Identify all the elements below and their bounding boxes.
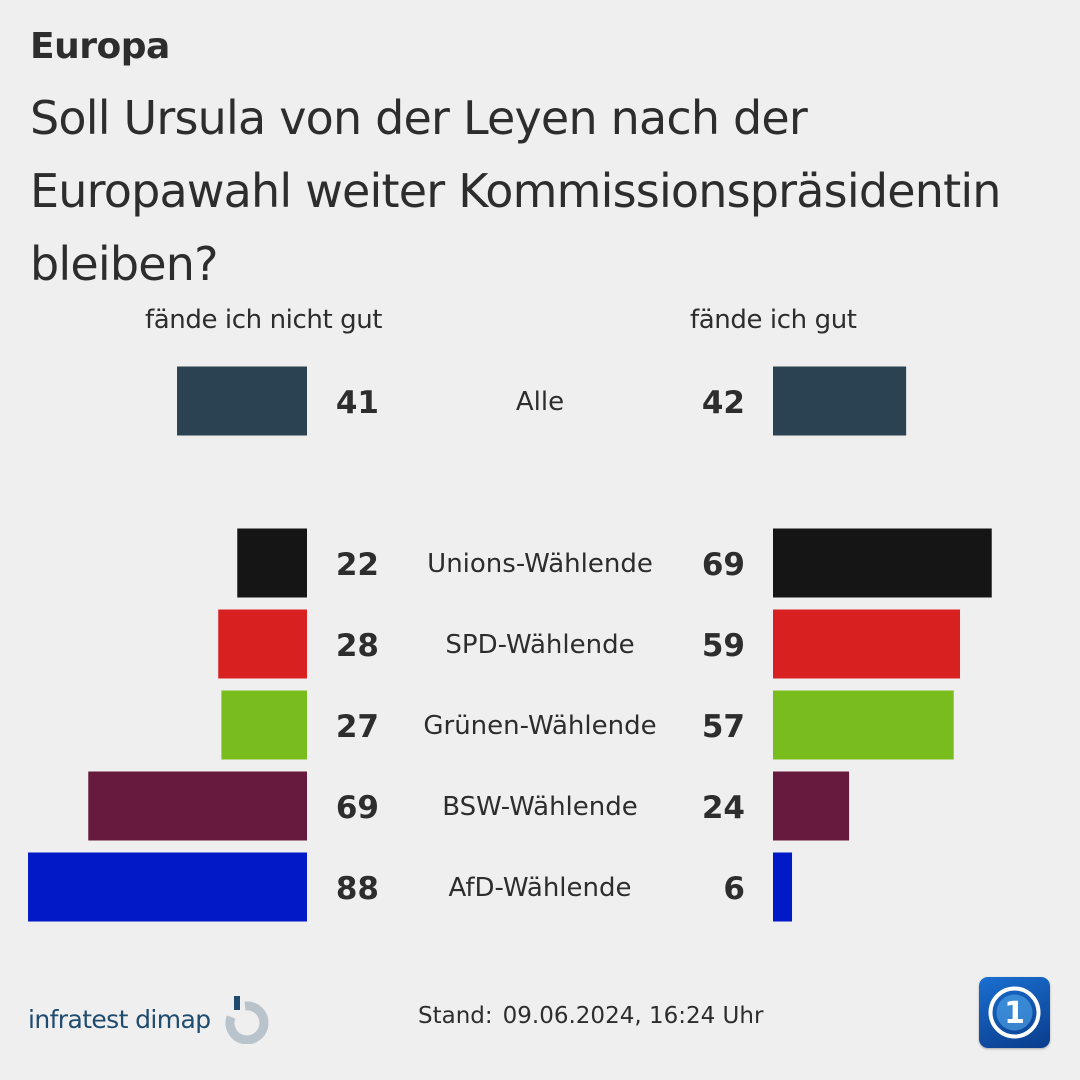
category-label: Grünen-Wählende <box>423 711 656 741</box>
bar-right <box>773 852 793 922</box>
diverging-bar-chart: 41 42 Alle 22 69 Unions-Wählende 28 59 SPD-Wähle… <box>28 366 992 922</box>
category-label: BSW-Wählende <box>442 792 638 822</box>
bar-left <box>218 609 307 679</box>
right-column-header: fände ich gut <box>690 305 857 335</box>
stand-label: Stand: <box>418 1003 493 1029</box>
value-label-left: 27 <box>336 709 379 745</box>
bar-right <box>773 771 850 841</box>
infratest-dimap-logo-icon <box>224 996 268 1044</box>
value-label-left: 69 <box>336 790 379 826</box>
infratest-dimap-logo: infratest dimap <box>28 994 271 1044</box>
bar-left <box>88 771 308 841</box>
value-label-right: 57 <box>702 709 745 745</box>
ard-tagesschau-logo-icon: 1 <box>979 977 1050 1048</box>
value-label-left: 28 <box>336 628 379 664</box>
brand-name: infratest dimap <box>28 1004 211 1034</box>
chart-title: Soll Ursula von der Leyen nach der Europ… <box>30 91 1001 291</box>
category-label: AfD-Wählende <box>448 873 631 903</box>
bar-right <box>773 690 954 760</box>
bar-right <box>773 528 992 598</box>
stand-value: 09.06.2024, 16:24 Uhr <box>502 1003 764 1029</box>
value-label-left: 41 <box>336 385 379 421</box>
category-label: SPD-Wählende <box>445 630 634 660</box>
bar-left <box>28 852 307 922</box>
bar-left <box>237 528 307 598</box>
value-label-right: 24 <box>702 790 745 826</box>
timestamp: Stand: 09.06.2024, 16:24 Uhr <box>418 1003 763 1029</box>
left-column-header: fände ich nicht gut <box>145 305 383 335</box>
category-label: Alle <box>516 387 564 417</box>
value-label-left: 22 <box>336 547 379 583</box>
value-label-right: 6 <box>723 871 745 907</box>
category-label: Unions-Wählende <box>427 549 653 579</box>
bar-right <box>773 366 907 436</box>
bar-left <box>177 366 307 436</box>
bar-left <box>221 690 307 760</box>
kicker: Europa <box>30 26 170 67</box>
svg-text:1: 1 <box>1004 996 1025 1031</box>
value-label-left: 88 <box>336 871 379 907</box>
value-label-right: 59 <box>702 628 745 664</box>
value-label-right: 42 <box>702 385 745 421</box>
value-label-right: 69 <box>702 547 745 583</box>
bar-right <box>773 609 961 679</box>
